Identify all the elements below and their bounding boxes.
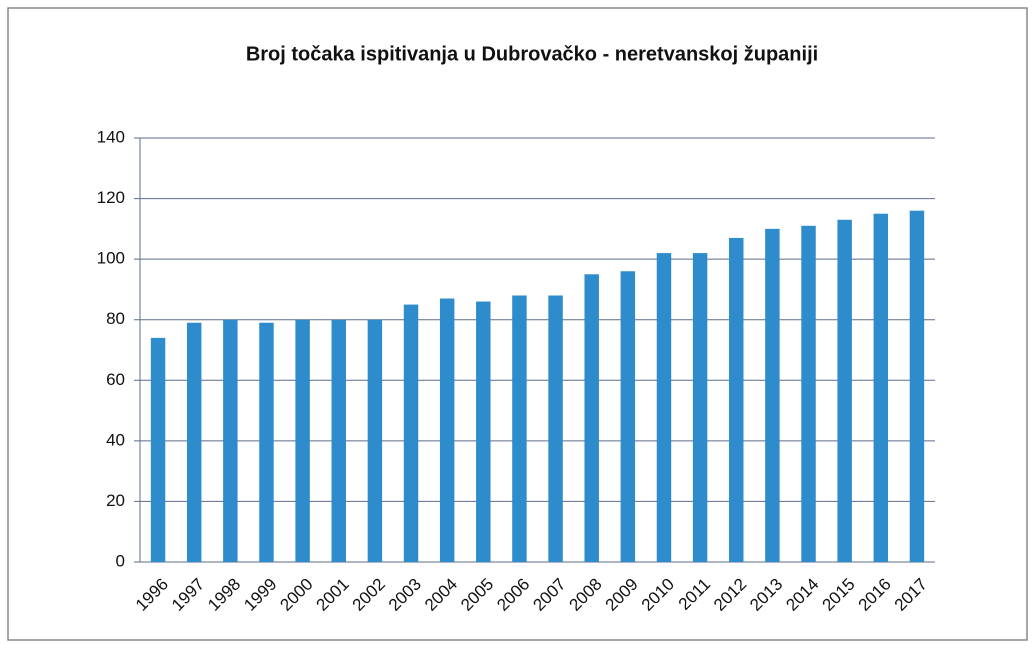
bar <box>873 213 889 562</box>
bar <box>295 319 310 562</box>
x-tick-label: 2009 <box>602 575 642 615</box>
bar <box>331 319 346 562</box>
y-tick-label: 140 <box>97 127 125 146</box>
bar <box>186 322 202 562</box>
bar <box>692 253 708 563</box>
x-tick-label: 2017 <box>891 575 931 615</box>
bar <box>656 253 672 563</box>
x-tick-label: 2002 <box>349 575 389 615</box>
bar <box>403 304 419 562</box>
x-tick-label: 1997 <box>168 575 208 615</box>
x-tick-label: 2014 <box>782 575 822 615</box>
bar <box>584 274 599 562</box>
x-tick-label: 1998 <box>204 575 244 615</box>
bar <box>476 301 491 562</box>
bar <box>367 319 383 562</box>
x-tick-label: 1996 <box>132 575 172 615</box>
bar <box>223 319 238 562</box>
x-tick-label: 2000 <box>276 575 316 615</box>
bar <box>837 219 852 562</box>
x-tick-label: 2003 <box>385 575 425 615</box>
y-tick-label: 120 <box>97 188 125 207</box>
x-tick-label: 2013 <box>746 575 786 615</box>
bar <box>729 237 744 562</box>
x-tick-label: 2015 <box>818 575 858 615</box>
bar <box>801 225 816 563</box>
bar <box>439 298 455 562</box>
x-tick-label: 2012 <box>710 575 750 615</box>
y-tick-label: 80 <box>106 309 125 328</box>
x-tick-label: 1999 <box>240 575 280 615</box>
bar <box>512 295 527 562</box>
y-tick-label: 60 <box>106 370 125 389</box>
chart-frame <box>7 7 1028 641</box>
x-tick-label: 2011 <box>675 575 714 614</box>
y-tick-label: 20 <box>106 491 125 510</box>
bar <box>765 228 780 562</box>
x-tick-label: 2008 <box>566 575 606 615</box>
bar <box>150 337 166 562</box>
bar <box>259 322 274 562</box>
y-tick-label: 0 <box>116 551 125 570</box>
x-tick-label: 2007 <box>529 575 569 615</box>
bar <box>548 295 563 562</box>
x-tick-label: 2005 <box>457 575 497 615</box>
y-tick-label: 40 <box>106 430 125 449</box>
bar <box>909 210 925 562</box>
x-tick-label: 2004 <box>421 575 461 615</box>
x-tick-label: 2001 <box>313 575 353 615</box>
bar <box>620 271 636 562</box>
x-tick-label: 2016 <box>855 575 895 615</box>
chart-title: Broj točaka ispitivanja u Dubrovačko - n… <box>246 43 818 65</box>
x-tick-label: 2006 <box>493 575 533 615</box>
y-tick-label: 100 <box>97 249 125 268</box>
x-tick-label: 2010 <box>638 575 678 615</box>
